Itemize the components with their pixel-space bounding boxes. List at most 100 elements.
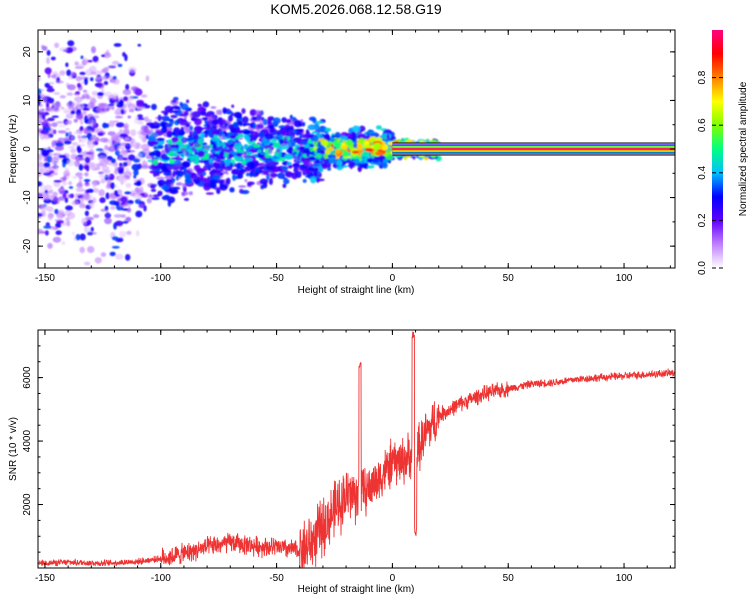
snr-x-ticks: -150 -100 -50 0 50 100 bbox=[35, 330, 671, 584]
spectrogram-speckle-cell bbox=[91, 46, 96, 54]
spectrogram-speckle-cell bbox=[170, 114, 178, 119]
spectrogram-speckle-cell bbox=[186, 158, 191, 162]
spectrogram-speckle-cell bbox=[87, 59, 93, 63]
spectrogram-speckle-cell bbox=[56, 153, 60, 159]
spectrogram-speckle-cell bbox=[244, 135, 251, 141]
spectrogram-speckle-cell bbox=[39, 111, 44, 116]
spectrogram-speckle-cell bbox=[111, 140, 116, 145]
spectrogram-speckle-cell bbox=[260, 184, 265, 190]
spectrogram-speckle-cell bbox=[57, 196, 66, 201]
spectrogram-speckle-cell bbox=[222, 107, 227, 114]
spectrogram-speckle-cell bbox=[385, 154, 394, 161]
spectrogram-speckle-cell bbox=[99, 137, 109, 143]
spectrogram-speckle-cell bbox=[103, 52, 112, 59]
spectrogram-speckle-cell bbox=[86, 219, 92, 226]
spectrogram-speckle-cell bbox=[175, 175, 179, 181]
spectrogram-speckle-cell bbox=[367, 165, 375, 169]
spectrogram-speckle-cell bbox=[61, 107, 65, 110]
snr-line bbox=[38, 331, 675, 568]
spectrogram-speckle-cell bbox=[113, 169, 119, 175]
spectrogram-speckle-cell bbox=[375, 125, 382, 130]
spectrogram-speckle-cell bbox=[51, 115, 59, 118]
colorbar-tick-label: 0.0 bbox=[697, 261, 708, 275]
spectrogram-speckle-cell bbox=[294, 120, 302, 128]
spectrogram-speckle-cell bbox=[102, 157, 109, 163]
spectrogram-speckle-cell bbox=[50, 74, 57, 78]
spectrogram-speckle-cell bbox=[292, 116, 296, 122]
spectrogram-speckle-cell bbox=[263, 126, 269, 132]
spectrogram-speckle-cell bbox=[257, 149, 262, 153]
spectrogram-speckle-cell bbox=[342, 165, 348, 168]
spectrogram-speckle-cell bbox=[240, 189, 250, 195]
spectrogram-speckle-cell bbox=[86, 113, 94, 120]
spectrogram-speckle-cell bbox=[177, 170, 184, 177]
spectrogram-speckle-cell bbox=[308, 134, 314, 138]
spectrogram-speckle-cell bbox=[149, 170, 155, 174]
colorbar-ticks: 0.0 0.2 0.4 0.6 0.8 bbox=[697, 70, 723, 275]
spectrogram-speckle-cell bbox=[137, 120, 144, 125]
spectrogram-speckle-cell bbox=[46, 87, 55, 93]
spectrogram-speckle-cell bbox=[80, 80, 84, 85]
spectrogram-speckle-cell bbox=[155, 171, 163, 174]
spectrogram-speckle-cell bbox=[67, 40, 75, 47]
spectrogram-speckle-cell bbox=[49, 153, 53, 157]
spectrogram-speckle-cell bbox=[122, 89, 132, 96]
colorbar: 0.0 0.2 0.4 0.6 0.8 Normalized spectral ampl… bbox=[697, 30, 749, 275]
spectrogram-speckle-cell bbox=[163, 156, 171, 161]
spectrogram-speckle-cell bbox=[65, 121, 69, 125]
spectrogram-speckle-cell bbox=[97, 82, 105, 89]
spectrogram-speckle-cell bbox=[136, 117, 145, 121]
spectrogram-speckle-cell bbox=[295, 156, 300, 163]
spectrogram-speckle-cell bbox=[274, 152, 279, 156]
spectrogram-speckle-cell bbox=[244, 179, 248, 183]
spectrogram-speckle-cell bbox=[181, 136, 188, 144]
colorbar-tick-label: 0.2 bbox=[697, 213, 708, 227]
spectrogram-speckle-cell bbox=[160, 149, 170, 154]
spectrogram-speckle-cell bbox=[110, 158, 116, 164]
spectrogram-speckle-cell bbox=[101, 75, 109, 81]
spectrogram-speckle-cell bbox=[259, 178, 269, 185]
x-tick-label: -150 bbox=[35, 573, 55, 584]
spectrogram-speckle-cell bbox=[189, 125, 194, 131]
spectrogram-speckle-cell bbox=[165, 170, 172, 173]
spectrogram-speckle-cell bbox=[63, 137, 70, 142]
spectrogram-speckle-cell bbox=[276, 156, 281, 160]
spectrogram-speckle-cell bbox=[387, 159, 391, 164]
spectrogram-speckle-cell bbox=[242, 116, 249, 124]
spectrogram-speckle-cell bbox=[65, 205, 73, 211]
spectrogram-speckle-cell bbox=[232, 173, 236, 181]
spectrogram-speckle-cell bbox=[352, 125, 361, 133]
spectrogram-speckle-cell bbox=[84, 181, 91, 187]
spectrogram-speckle-cell bbox=[134, 118, 140, 124]
spectrogram-speckle-cell bbox=[110, 93, 119, 100]
spectrogram-speckle-cell bbox=[259, 121, 265, 127]
spectrogram-speckle-cell bbox=[238, 130, 245, 134]
spectrogram-speckle-cell bbox=[38, 165, 43, 173]
spectrogram-speckle-cell bbox=[268, 178, 273, 185]
spectrogram-speckle-cell bbox=[54, 198, 60, 205]
spectrogram-speckle-cell bbox=[111, 60, 120, 65]
x-tick-label: -100 bbox=[151, 573, 171, 584]
spectrogram-speckle-cell bbox=[310, 176, 317, 184]
spectrogram-speckle-cell bbox=[66, 220, 71, 227]
spectrogram-speckle-cell bbox=[161, 115, 170, 122]
spectrogram-speckle-cell bbox=[225, 110, 233, 115]
spectrogram-speckle-cell bbox=[254, 109, 262, 117]
spectrogram-speckle-cell bbox=[177, 108, 182, 115]
spectrogram-speckle-cell bbox=[91, 153, 95, 157]
spectrogram-speckle-cell bbox=[155, 116, 165, 120]
spectrogram-speckle-cell bbox=[367, 131, 376, 135]
spectrogram-speckle-cell bbox=[212, 174, 221, 180]
spectrogram-speckle-cell bbox=[238, 185, 247, 188]
spectrogram-speckle-cell bbox=[327, 146, 335, 151]
spectrogram-speckle-cell bbox=[209, 152, 214, 158]
spectrogram-speckle-cell bbox=[74, 193, 78, 201]
spectrogram-speckle-cell bbox=[114, 201, 120, 206]
spectrogram-speckle-cell bbox=[197, 150, 205, 158]
spectrogram-speckle-cell bbox=[58, 187, 65, 194]
spectrogram-speckle-cell bbox=[55, 142, 64, 147]
x-tick-label: -50 bbox=[269, 573, 284, 584]
spectrogram-speckle-cell bbox=[184, 173, 190, 178]
spectrogram-speckle-cell bbox=[121, 208, 129, 211]
